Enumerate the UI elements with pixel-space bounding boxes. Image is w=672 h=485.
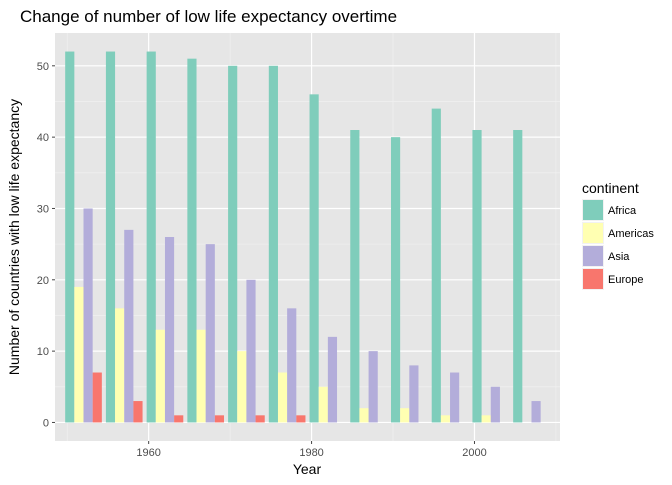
bar-africa-1992 <box>390 137 401 423</box>
bar-asia-1997 <box>450 372 460 423</box>
y-tick-label: 20 <box>37 275 49 287</box>
legend-title: continent <box>582 180 639 196</box>
x-axis-label: Year <box>293 461 322 477</box>
legend-item-africa: Africa <box>582 199 637 221</box>
legend-swatch <box>583 223 603 243</box>
bar-asia-1957 <box>124 229 134 423</box>
legend-label: Europe <box>608 274 643 286</box>
x-tick-label: 2000 <box>462 447 486 459</box>
y-tick-label: 40 <box>37 132 49 144</box>
bar-africa-1952 <box>65 51 75 423</box>
x-tick-label: 1960 <box>136 447 160 459</box>
bar-asia-1977 <box>287 308 297 423</box>
bar-americas-2002 <box>481 415 491 423</box>
bar-americas-1992 <box>400 408 410 423</box>
bar-europe-1952 <box>92 372 102 423</box>
legend-item-americas: Americas <box>582 222 654 244</box>
bar-americas-1957 <box>115 308 125 423</box>
x-tick-label: 1980 <box>299 447 323 459</box>
bar-asia-1987 <box>368 351 378 423</box>
bar-africa-1957 <box>105 51 116 423</box>
bar-asia-1967 <box>205 244 215 423</box>
legend: continent Africa Americas Asia Europe <box>582 180 654 290</box>
bar-asia-1982 <box>327 336 338 423</box>
bar-europe-1977 <box>296 415 306 423</box>
bar-americas-1962 <box>155 329 165 423</box>
bar-asia-2002 <box>490 386 500 423</box>
y-tick-label: 30 <box>37 203 49 215</box>
bar-europe-1957 <box>133 401 143 423</box>
legend-swatch <box>583 200 603 220</box>
legend-swatch <box>583 246 603 266</box>
bar-americas-1967 <box>196 329 206 423</box>
bar-africa-1997 <box>431 108 441 423</box>
bar-asia-1952 <box>83 208 93 423</box>
bar-americas-1987 <box>359 408 369 423</box>
legend-label: Africa <box>608 205 637 217</box>
y-tick-label: 50 <box>37 61 49 73</box>
bar-africa-1962 <box>146 51 156 423</box>
bar-americas-1972 <box>237 351 247 423</box>
y-axis-label: Number of countries with low life expect… <box>6 99 22 375</box>
bar-americas-1997 <box>440 415 451 423</box>
bar-asia-1962 <box>164 237 175 423</box>
legend-item-asia: Asia <box>582 245 630 267</box>
legend-label: Asia <box>608 251 630 263</box>
bar-africa-1977 <box>268 65 278 423</box>
bar-africa-2002 <box>472 130 482 423</box>
bar-americas-1977 <box>277 372 288 423</box>
bar-americas-1952 <box>74 286 84 423</box>
bar-europe-1972 <box>255 415 265 423</box>
legend-item-europe: Europe <box>582 268 643 290</box>
legend-label: Americas <box>608 228 654 240</box>
bars <box>65 51 541 423</box>
bar-africa-1972 <box>228 65 238 423</box>
bar-africa-1982 <box>309 94 319 423</box>
bar-africa-1967 <box>187 58 197 423</box>
legend-swatch <box>583 269 603 289</box>
y-tick-label: 0 <box>43 417 49 429</box>
bar-asia-1972 <box>246 279 256 423</box>
axes: 0 10 20 30 40 50 1960 1980 2000 <box>37 61 487 459</box>
bar-africa-2007 <box>513 130 523 423</box>
bar-asia-1992 <box>409 365 419 423</box>
y-tick-label: 10 <box>37 346 49 358</box>
bar-americas-1982 <box>318 386 328 423</box>
bar-europe-1967 <box>214 415 225 423</box>
bar-europe-1962 <box>174 415 184 423</box>
bar-africa-1987 <box>350 130 360 423</box>
bar-asia-2007 <box>531 401 541 423</box>
chart-title: Change of number of low life expectancy … <box>20 7 397 26</box>
